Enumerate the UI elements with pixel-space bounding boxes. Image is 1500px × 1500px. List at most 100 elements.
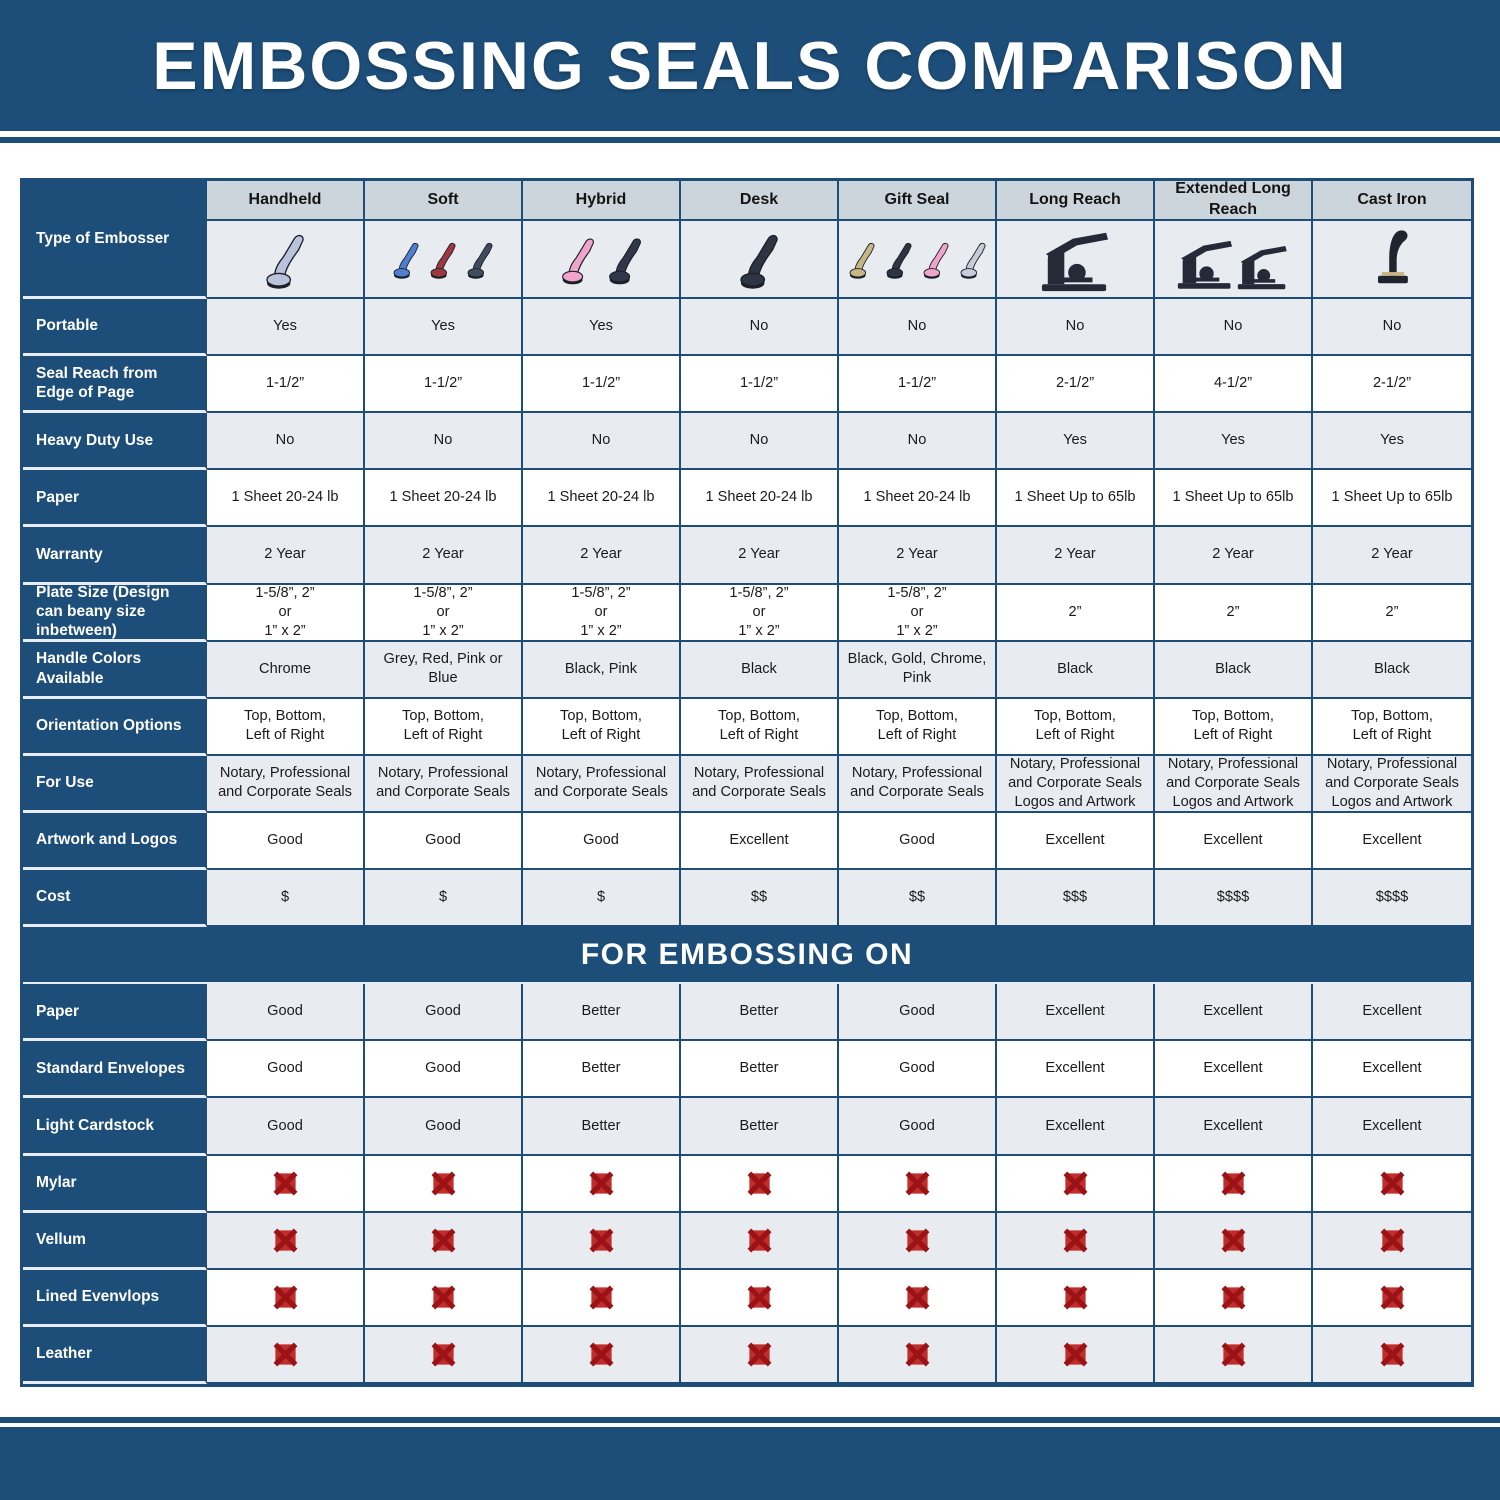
col-header-desk: Desk bbox=[681, 181, 839, 221]
cell-for-use-extended-long-reach: Notary, Professional and Corporate Seals… bbox=[1155, 755, 1313, 813]
cell-leather-long-reach bbox=[997, 1326, 1155, 1384]
embosser-image-soft bbox=[365, 221, 523, 299]
cell-mylar-long-reach bbox=[997, 1155, 1155, 1213]
cell-paper-cast-iron: Excellent bbox=[1313, 984, 1471, 1042]
embosser-illustration bbox=[467, 242, 493, 279]
x-icon bbox=[431, 1342, 455, 1367]
cell-orientation-options-long-reach: Top, Bottom, Left of Right bbox=[997, 698, 1155, 756]
cell-mylar-soft bbox=[365, 1155, 523, 1213]
embosser-image-gift-seal bbox=[839, 221, 997, 299]
cell-portable-handheld: Yes bbox=[207, 299, 365, 357]
row-label-artwork-and-logos: Artwork and Logos bbox=[23, 812, 207, 871]
row-label-lined-evenvlops: Lined Evenvlops bbox=[23, 1269, 207, 1327]
cell-light-cardstock-soft: Good bbox=[365, 1098, 523, 1156]
cell-lined-evenvlops-soft bbox=[365, 1269, 523, 1327]
x-icon bbox=[589, 1228, 613, 1253]
x-icon bbox=[589, 1342, 613, 1367]
cell-cost-long-reach: $$$ bbox=[997, 870, 1155, 928]
cell-portable-cast-iron: No bbox=[1313, 299, 1471, 357]
cell-for-use-soft: Notary, Professional and Corporate Seals bbox=[365, 755, 523, 813]
cell-lined-evenvlops-handheld bbox=[207, 1269, 365, 1327]
cell-for-use-handheld: Notary, Professional and Corporate Seals bbox=[207, 755, 365, 813]
cell-seal-reach-from-edge-of-page-cast-iron: 2-1/2” bbox=[1313, 356, 1471, 414]
cell-seal-reach-from-edge-of-page-soft: 1-1/2” bbox=[365, 356, 523, 414]
comparison-table-frame: Type of Embosser Handheld Soft Hybrid Desk Gi… bbox=[20, 178, 1474, 1387]
footer-bar bbox=[0, 1427, 1500, 1500]
page-title: EMBOSSING SEALS COMPARISON bbox=[152, 27, 1348, 104]
cell-standard-envelopes-extended-long-reach: Excellent bbox=[1155, 1041, 1313, 1099]
header-divider-line bbox=[0, 137, 1500, 143]
cell-paper-hybrid: 1 Sheet 20-24 lb bbox=[523, 470, 681, 528]
cell-standard-envelopes-desk: Better bbox=[681, 1041, 839, 1099]
cell-cost-cast-iron: $$$$ bbox=[1313, 870, 1471, 928]
cell-artwork-and-logos-long-reach: Excellent bbox=[997, 812, 1155, 871]
cell-paper-handheld: Good bbox=[207, 984, 365, 1042]
cell-standard-envelopes-cast-iron: Excellent bbox=[1313, 1041, 1471, 1099]
x-icon bbox=[1380, 1171, 1404, 1196]
row-label-seal-reach-from-edge-of-page: Seal Reach from Edge of Page bbox=[23, 356, 207, 414]
cell-paper-cast-iron: 1 Sheet Up to 65lb bbox=[1313, 470, 1471, 528]
cell-for-use-gift-seal: Notary, Professional and Corporate Seals bbox=[839, 755, 997, 813]
cell-heavy-duty-use-gift-seal: No bbox=[839, 413, 997, 471]
cell-portable-desk: No bbox=[681, 299, 839, 357]
cell-vellum-handheld bbox=[207, 1212, 365, 1270]
cell-warranty-soft: 2 Year bbox=[365, 527, 523, 585]
embosser-image-hybrid bbox=[523, 221, 681, 299]
cell-vellum-soft bbox=[365, 1212, 523, 1270]
x-icon bbox=[273, 1228, 297, 1253]
embosser-image-row bbox=[388, 224, 498, 294]
x-icon bbox=[1221, 1228, 1245, 1253]
cell-leather-soft bbox=[365, 1326, 523, 1384]
cell-cost-handheld: $ bbox=[207, 870, 365, 928]
cell-standard-envelopes-gift-seal: Good bbox=[839, 1041, 997, 1099]
cell-heavy-duty-use-long-reach: Yes bbox=[997, 413, 1155, 471]
cell-paper-hybrid: Better bbox=[523, 984, 681, 1042]
cell-for-use-hybrid: Notary, Professional and Corporate Seals bbox=[523, 755, 681, 813]
row-label-heavy-duty-use: Heavy Duty Use bbox=[23, 413, 207, 471]
cell-paper-handheld: 1 Sheet 20-24 lb bbox=[207, 470, 365, 528]
col-header-gift-seal: Gift Seal bbox=[839, 181, 997, 221]
cell-handle-colors-available-handheld: Chrome bbox=[207, 641, 365, 699]
row-label-vellum: Vellum bbox=[23, 1212, 207, 1270]
x-icon bbox=[1063, 1342, 1087, 1367]
x-icon bbox=[1063, 1228, 1087, 1253]
cell-handle-colors-available-extended-long-reach: Black bbox=[1155, 641, 1313, 699]
cell-vellum-gift-seal bbox=[839, 1212, 997, 1270]
cell-artwork-and-logos-soft: Good bbox=[365, 812, 523, 871]
x-icon bbox=[431, 1285, 455, 1310]
embosser-image-row bbox=[1032, 224, 1118, 294]
cell-standard-envelopes-soft: Good bbox=[365, 1041, 523, 1099]
cell-lined-evenvlops-cast-iron bbox=[1313, 1269, 1471, 1327]
row-label-orientation-options: Orientation Options bbox=[23, 698, 207, 756]
embosser-image-row bbox=[555, 224, 648, 294]
x-icon bbox=[1221, 1171, 1245, 1196]
cell-handle-colors-available-desk: Black bbox=[681, 641, 839, 699]
x-icon bbox=[1221, 1342, 1245, 1367]
cell-handle-colors-available-gift-seal: Black, Gold, Chrome, Pink bbox=[839, 641, 997, 699]
cell-plate-size-design-can-beany-size-inbetween-long-reach: 2” bbox=[997, 584, 1155, 642]
cell-handle-colors-available-hybrid: Black, Pink bbox=[523, 641, 681, 699]
cell-handle-colors-available-long-reach: Black bbox=[997, 641, 1155, 699]
col-header-soft: Soft bbox=[365, 181, 523, 221]
cell-plate-size-design-can-beany-size-inbetween-gift-seal: 1-5/8”, 2” or 1” x 2” bbox=[839, 584, 997, 642]
cell-heavy-duty-use-soft: No bbox=[365, 413, 523, 471]
row-label-light-cardstock: Light Cardstock bbox=[23, 1098, 207, 1156]
embosser-image-row bbox=[844, 224, 991, 294]
x-icon bbox=[589, 1171, 613, 1196]
cell-lined-evenvlops-gift-seal bbox=[839, 1269, 997, 1327]
embosser-illustration bbox=[608, 238, 641, 285]
cell-orientation-options-extended-long-reach: Top, Bottom, Left of Right bbox=[1155, 698, 1313, 756]
embosser-image-desk bbox=[681, 221, 839, 299]
embosser-illustration bbox=[849, 242, 874, 279]
x-icon bbox=[747, 1285, 771, 1310]
cell-light-cardstock-gift-seal: Good bbox=[839, 1098, 997, 1156]
col-header-handheld: Handheld bbox=[207, 181, 365, 221]
cell-heavy-duty-use-hybrid: No bbox=[523, 413, 681, 471]
cell-mylar-extended-long-reach bbox=[1155, 1155, 1313, 1213]
x-icon bbox=[431, 1171, 455, 1196]
cell-warranty-extended-long-reach: 2 Year bbox=[1155, 527, 1313, 585]
cell-paper-gift-seal: 1 Sheet 20-24 lb bbox=[839, 470, 997, 528]
x-icon bbox=[747, 1342, 771, 1367]
cell-artwork-and-logos-handheld: Good bbox=[207, 812, 365, 871]
x-icon bbox=[431, 1228, 455, 1253]
